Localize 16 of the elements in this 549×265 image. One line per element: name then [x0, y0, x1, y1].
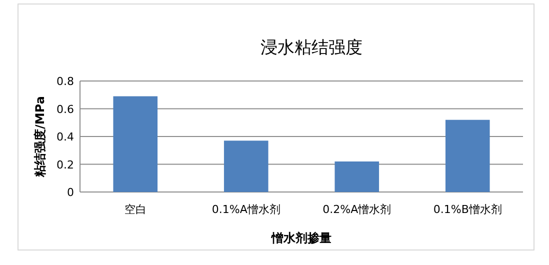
- chart-title: 浸水粘结强度: [260, 38, 362, 58]
- y-axis-title: 粘结强度/MPa: [33, 96, 47, 178]
- x-axis-title: 憎水剂掺量: [270, 231, 332, 245]
- y-tick-label: 0.8: [56, 75, 74, 88]
- bar: [445, 120, 490, 192]
- x-tick-label: 0.1%B憎水剂: [433, 203, 502, 216]
- y-tick-label: 0.6: [56, 102, 74, 116]
- x-tick-label: 0.2%A憎水剂: [322, 203, 392, 216]
- y-tick-label: 0.4: [56, 130, 74, 144]
- y-tick-label: 0: [67, 186, 74, 199]
- x-tick-label: 空白: [124, 203, 146, 216]
- y-tick-label: 0.2: [56, 158, 74, 172]
- x-tick-label: 0.1%A憎水剂: [212, 203, 280, 216]
- bar: [224, 140, 268, 192]
- bar: [334, 161, 380, 192]
- bar: [113, 96, 158, 192]
